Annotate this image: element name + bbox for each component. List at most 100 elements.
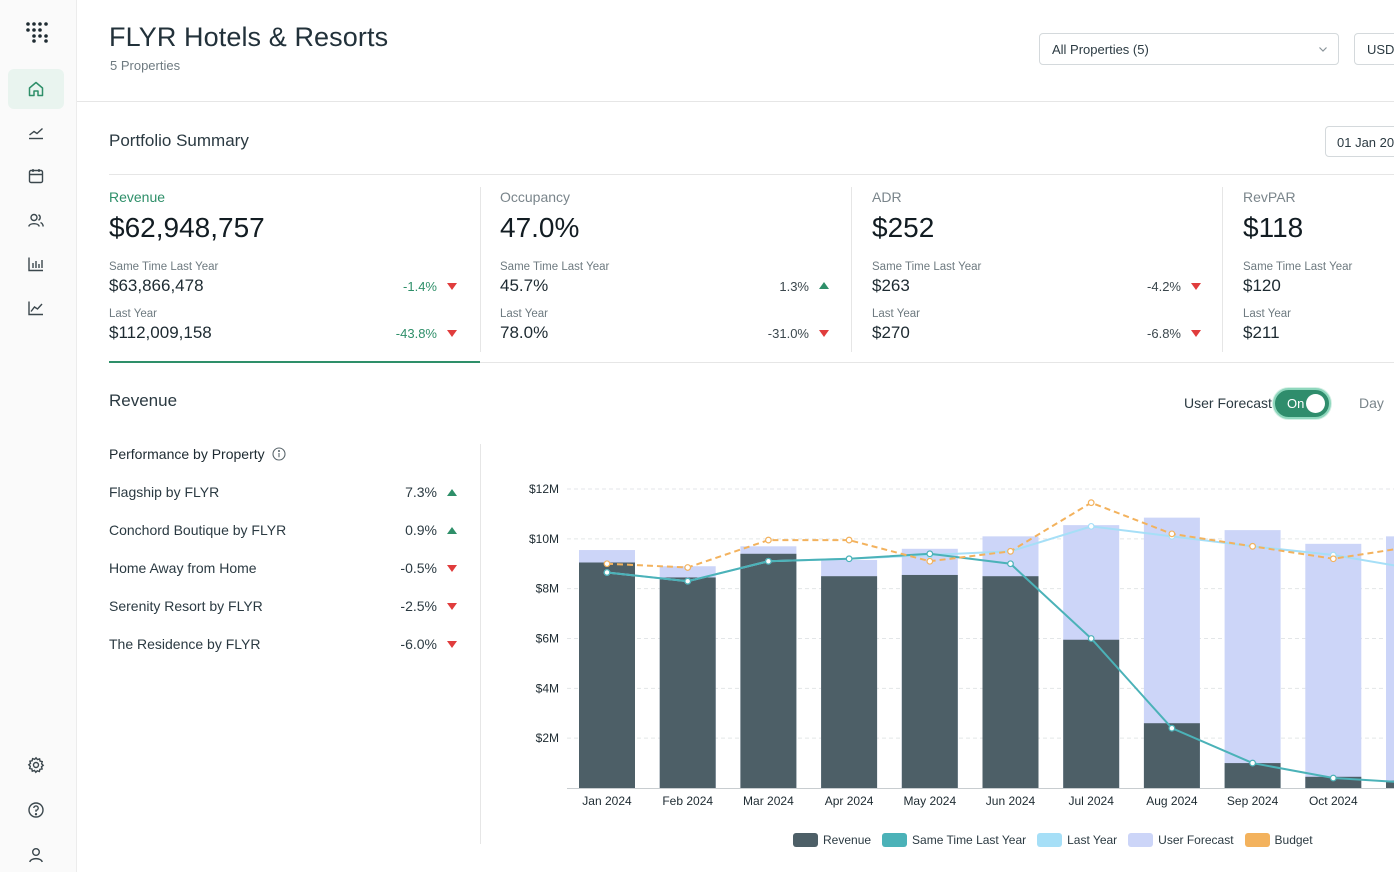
- x-tick-label: Mar 2024: [743, 794, 794, 808]
- property-row[interactable]: Serenity Resort by FLYR -2.5%: [109, 598, 464, 618]
- x-tick-label: Jan 2024: [582, 794, 632, 808]
- down-arrow-icon: [447, 641, 457, 648]
- property-change: -6.0%: [400, 636, 437, 652]
- users-icon: [28, 213, 44, 227]
- kpi-ly-change: -43.8%: [395, 326, 437, 341]
- kpi-card-occupancy[interactable]: Occupancy 47.0% Same Time Last Year 45.7…: [500, 186, 830, 352]
- legend-swatch-user-forecast: [1128, 833, 1154, 847]
- granularity-day[interactable]: Day: [1359, 395, 1384, 411]
- revenue-bar: [901, 574, 958, 788]
- revenue-bar: [1305, 776, 1362, 788]
- info-icon[interactable]: [272, 447, 286, 461]
- nav-home[interactable]: [8, 69, 64, 109]
- property-name: Serenity Resort by FLYR: [109, 598, 263, 614]
- help-icon: [28, 802, 44, 818]
- kpi-ly-label: Last Year: [872, 308, 920, 320]
- same-time-last-year-point: [684, 577, 692, 585]
- page-header: FLYR Hotels & Resorts 5 Properties All P…: [77, 0, 1394, 102]
- y-tick-label: $2M: [536, 731, 559, 745]
- kpi-value: 47.0%: [500, 212, 580, 243]
- same-time-last-year-point: [926, 550, 934, 558]
- line-chart-icon: [29, 127, 43, 140]
- user-forecast-toggle[interactable]: On: [1273, 388, 1331, 419]
- legend-label-revenue: Revenue: [823, 833, 872, 847]
- legend-swatch-last-year: [1037, 833, 1063, 847]
- legend-label-budget: Budget: [1274, 833, 1313, 847]
- kpi-label: RevPAR: [1243, 189, 1296, 205]
- kpi-divider: [851, 187, 852, 352]
- property-change: -0.5%: [400, 560, 437, 576]
- panel-divider: [480, 444, 481, 844]
- budget-point: [1087, 499, 1095, 507]
- nav-trends[interactable]: [8, 112, 64, 152]
- kpi-value: $252: [872, 212, 935, 243]
- date-picker[interactable]: 01 Jan 2024: [1325, 126, 1394, 157]
- x-tick-label: Oct 2024: [1309, 794, 1358, 808]
- property-change: 0.9%: [405, 522, 437, 538]
- currency-select[interactable]: USD: [1354, 33, 1394, 65]
- property-name: Flagship by FLYR: [109, 484, 220, 500]
- budget-point: [603, 560, 611, 568]
- nav-users[interactable]: [8, 200, 64, 240]
- kpi-divider: [480, 187, 481, 352]
- same-time-last-year-point: [845, 555, 853, 563]
- y-tick-label: $10M: [529, 532, 559, 546]
- kpi-ly-label: Last Year: [500, 308, 548, 320]
- property-row[interactable]: The Residence by FLYR -6.0%: [109, 636, 464, 656]
- kpi-stly-change: -4.2%: [1147, 279, 1181, 294]
- home-icon: [28, 81, 44, 97]
- nav-analytics[interactable]: [8, 288, 64, 328]
- kpi-ly-value: 78.0%: [500, 323, 549, 342]
- revenue-bar: [579, 562, 635, 788]
- nav-help[interactable]: [8, 790, 64, 830]
- forecast-bar: [1224, 530, 1281, 788]
- budget-point: [926, 557, 934, 565]
- property-row[interactable]: Flagship by FLYR 7.3%: [109, 484, 464, 504]
- property-name: The Residence by FLYR: [109, 636, 261, 652]
- kpi-card-revenue[interactable]: Revenue $62,948,757 Same Time Last Year …: [109, 186, 459, 352]
- x-tick-label: Jul 2024: [1069, 794, 1115, 808]
- revenue-bar: [740, 553, 797, 788]
- forecast-bar: [1386, 536, 1394, 788]
- property-change: 7.3%: [405, 484, 437, 500]
- bar-chart-icon: [28, 257, 43, 272]
- kpi-ly-label: Last Year: [1243, 308, 1291, 320]
- sidebar: [0, 0, 77, 872]
- same-time-last-year-point: [1168, 724, 1176, 732]
- last-year-point: [1087, 522, 1095, 530]
- kpi-stly-label: Same Time Last Year: [109, 261, 219, 273]
- kpi-ly-change: -6.8%: [1147, 326, 1181, 341]
- revenue-chart: $2M $4M $6M $8M $10M $12M Jan 2024 Feb 2024 Mar …: [529, 482, 1394, 808]
- property-row[interactable]: Home Away from Home -0.5%: [109, 560, 464, 580]
- user-icon: [29, 848, 43, 863]
- kpi-ly-value: $211: [1243, 323, 1280, 342]
- x-tick-label: Apr 2024: [825, 794, 874, 808]
- same-time-last-year-point: [1249, 759, 1256, 767]
- property-select[interactable]: All Properties (5): [1039, 33, 1339, 65]
- down-arrow-icon: [1191, 330, 1201, 337]
- flyr-logo: [26, 22, 48, 43]
- nav-reports[interactable]: [8, 244, 64, 284]
- up-arrow-icon: [447, 489, 457, 496]
- x-tick-label: Aug 2024: [1146, 794, 1198, 808]
- kpi-stly-value: $63,866,478: [109, 276, 204, 295]
- nav-settings[interactable]: [8, 745, 64, 785]
- down-arrow-icon: [1191, 283, 1201, 290]
- budget-point: [1007, 547, 1014, 555]
- same-time-last-year-point: [1329, 774, 1337, 782]
- kpi-card-adr[interactable]: ADR $252 Same Time Last Year $263 -4.2% …: [872, 186, 1202, 352]
- trend-chart-icon: [28, 301, 43, 316]
- x-tick-label: May 2024: [903, 794, 956, 808]
- forecast-bar: [1305, 543, 1362, 788]
- nav-calendar[interactable]: [8, 156, 64, 196]
- legend-label-user-forecast: User Forecast: [1158, 833, 1234, 847]
- chevron-down-icon: [1319, 47, 1327, 52]
- nav-profile[interactable]: [8, 835, 64, 872]
- chart-legend: Revenue Same Time Last Year Last Year Us…: [793, 832, 1313, 848]
- same-time-last-year-point: [765, 557, 772, 565]
- property-name: Conchord Boutique by FLYR: [109, 522, 287, 538]
- kpi-card-revpar[interactable]: RevPAR $118 Same Time Last Year $120 Las…: [1243, 186, 1394, 352]
- kpi-stly-label: Same Time Last Year: [872, 261, 982, 273]
- property-row[interactable]: Conchord Boutique by FLYR 0.9%: [109, 522, 464, 542]
- budget-point: [765, 536, 772, 544]
